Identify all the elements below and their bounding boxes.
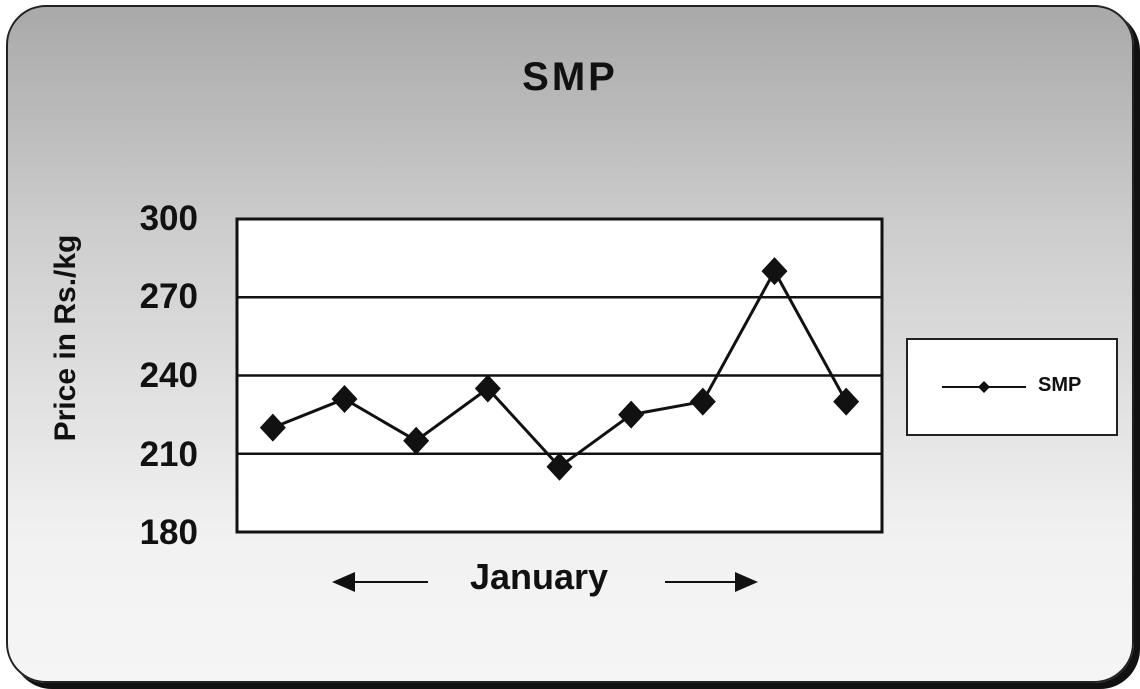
y-tick-label: 240 [139,356,198,395]
data-point [689,387,716,416]
legend-marker-icon [942,381,1026,393]
y-tick-label: 210 [139,435,198,474]
data-point [761,257,788,286]
data-point [474,374,501,403]
data-point [331,384,358,413]
data-point [546,452,573,481]
y-tick-label: 300 [139,199,198,238]
data-point [403,426,430,455]
data-point [259,413,286,442]
data-point [618,400,645,429]
right-arrow-icon [665,572,758,592]
left-arrow-icon [332,572,428,592]
legend: SMP [906,338,1118,436]
y-tick-label: 180 [139,513,198,552]
legend-label: SMP [1038,374,1082,396]
chart-title: SMP [522,55,618,99]
x-axis-label: January [470,556,609,597]
data-point [833,387,860,416]
y-tick-label: 270 [139,277,198,316]
